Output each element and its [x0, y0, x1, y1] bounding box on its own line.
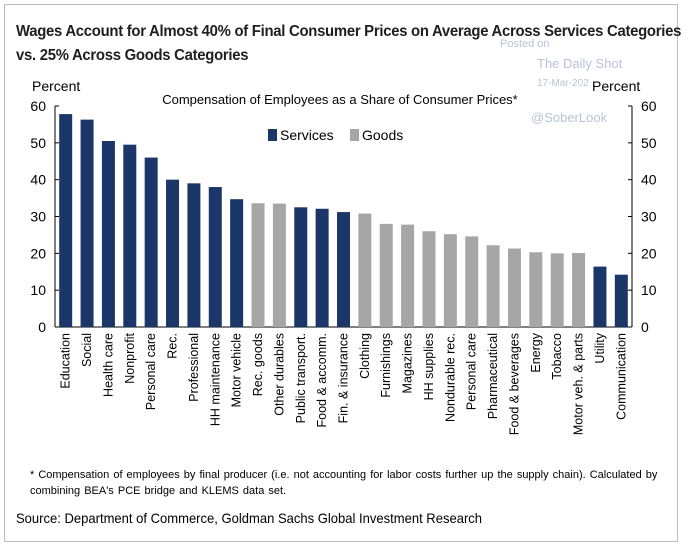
- figure-title: Wages Account for Almost 40% of Final Co…: [16, 20, 682, 68]
- legend-swatch: [350, 129, 359, 141]
- y-tick-label-right: 50: [641, 135, 657, 151]
- legend-swatch: [268, 129, 277, 141]
- watermark-date: 17-Mar-202: [537, 78, 589, 89]
- x-tick-label: Fin. & insurance: [337, 333, 351, 423]
- bar: [614, 274, 628, 327]
- x-tick-label: Pharmaceutical: [486, 333, 500, 419]
- bar: [123, 144, 137, 327]
- y-tick-label-left: 60: [30, 98, 46, 114]
- bar: [315, 208, 329, 327]
- watermark-handle: @SoberLook: [531, 110, 608, 125]
- source-note: Source: Department of Commerce, Goldman …: [16, 510, 483, 526]
- bar: [187, 183, 201, 327]
- x-tick-label: Utility: [593, 332, 607, 363]
- x-tick-label: Tobacco: [550, 333, 564, 380]
- bar: [550, 253, 564, 327]
- chart-title: Compensation of Employees as a Share of …: [162, 92, 518, 107]
- x-tick-label: Clothing: [358, 333, 372, 379]
- bar: [465, 236, 479, 327]
- x-tick-label: Rec. goods: [251, 333, 265, 396]
- bar: [294, 207, 308, 327]
- bar: [529, 252, 543, 327]
- x-tick-label: Education: [59, 333, 73, 389]
- x-tick-label: Nonprofit: [123, 332, 137, 383]
- y-tick-label-right: 0: [641, 319, 649, 335]
- watermark-posted: Posted on: [500, 38, 550, 50]
- bar: [507, 248, 521, 327]
- y-tick-label-right: 40: [641, 172, 657, 188]
- legend-label: Goods: [362, 127, 403, 143]
- x-tick-label: Professional: [187, 333, 201, 402]
- y-tick-label-right: 10: [641, 282, 657, 298]
- bar: [59, 114, 73, 327]
- bar: [230, 199, 244, 327]
- x-tick-label: Food & beverages: [507, 333, 521, 435]
- x-tick-label: Motor vehicle: [230, 333, 244, 407]
- x-tick-label: Furnishings: [379, 333, 393, 398]
- y-tick-label-left: 0: [38, 319, 46, 335]
- bar: [379, 223, 393, 327]
- figure-title-line-2: vs. 25% Across Goods Categories: [16, 47, 249, 64]
- bar: [208, 187, 222, 327]
- watermark-site: The Daily Shot: [537, 56, 623, 71]
- x-tick-label: Nondurable rec.: [443, 333, 457, 422]
- x-tick-label: Health care: [101, 333, 115, 397]
- x-tick-label: Motor veh. & parts: [572, 333, 586, 435]
- bar: [272, 203, 286, 327]
- y-tick-label-right: 20: [641, 245, 657, 261]
- legend-label: Services: [280, 127, 334, 143]
- bar: [593, 266, 607, 327]
- y-tick-label-left: 40: [30, 172, 46, 188]
- bar: [337, 212, 350, 327]
- figure-title-line-1: Wages Account for Almost 40% of Final Co…: [16, 23, 682, 40]
- y-tick-label-left: 20: [30, 245, 46, 261]
- x-tick-label: Personal care: [144, 333, 158, 410]
- y-tick-label-right: 30: [641, 209, 657, 225]
- bar: [572, 252, 586, 327]
- y-tick-label-left: 30: [30, 209, 46, 225]
- x-tick-label: Energy: [529, 332, 543, 372]
- x-tick-label: HH supplies: [422, 333, 436, 400]
- bar: [358, 213, 372, 327]
- x-tick-label: Other durables: [272, 333, 286, 416]
- x-tick-label: Communication: [614, 333, 628, 420]
- x-tick-label: Magazines: [401, 333, 415, 393]
- x-tick-label: Rec.: [166, 333, 180, 359]
- x-tick-label: Social: [80, 333, 94, 367]
- y-tick-label-right: 60: [641, 98, 657, 114]
- bar: [101, 140, 115, 327]
- footnote: * Compensation of employees by final pro…: [30, 469, 658, 497]
- bar: [166, 179, 180, 327]
- x-tick-label: Public transport.: [294, 333, 308, 423]
- bar: [401, 224, 415, 327]
- x-tick-label: Personal care: [465, 333, 479, 410]
- bar: [486, 245, 500, 327]
- bar: [251, 203, 265, 327]
- bar: [144, 157, 158, 327]
- y-axis-unit-left: Percent: [32, 78, 81, 94]
- bar: [80, 119, 94, 328]
- x-tick-label: Food & accomm.: [315, 333, 329, 427]
- y-tick-label-left: 50: [30, 135, 46, 151]
- y-tick-label-left: 10: [30, 282, 46, 298]
- bar: [443, 234, 457, 327]
- y-axis-unit-right: Percent: [592, 78, 641, 94]
- bar: [422, 231, 436, 327]
- x-tick-label: HH maintenance: [208, 333, 222, 426]
